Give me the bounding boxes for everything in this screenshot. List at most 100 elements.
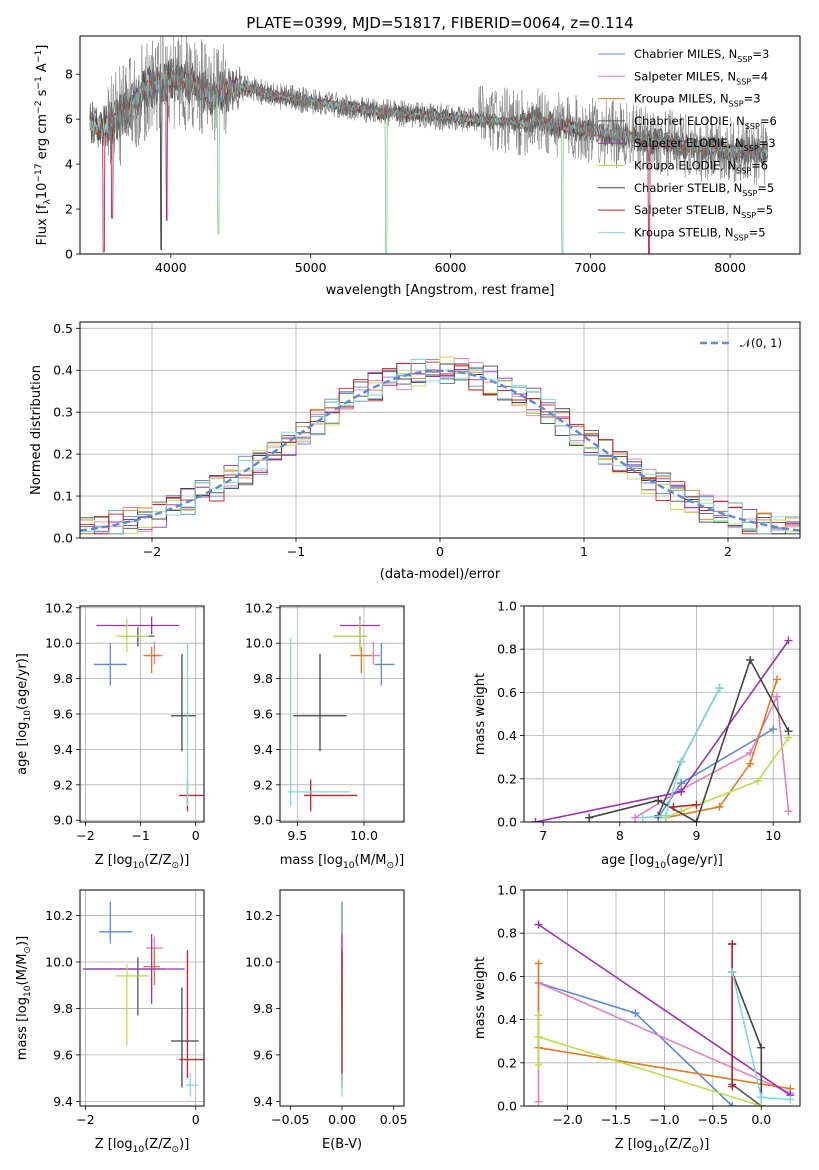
y-tick-label: 9.2	[53, 777, 73, 792]
legend-label: Chabrier STELIB, NSSP=5	[634, 181, 774, 198]
y-tick-label: 0.2	[497, 1055, 517, 1070]
x-axis-label: (data-model)/error	[380, 567, 501, 582]
x-tick-label: −0.5	[698, 1112, 728, 1127]
legend-label: Kroupa STELIB, NSSP=5	[634, 225, 766, 242]
spectrum-lines	[89, 36, 768, 254]
y-axis-label: Normed distribution	[29, 365, 44, 495]
y-tick-label: 10.2	[245, 600, 273, 615]
y-tick-label: 9.8	[253, 1001, 273, 1016]
y-tick-label: 9.6	[53, 707, 73, 722]
weight-line	[642, 687, 721, 819]
weight-marker	[654, 796, 663, 805]
weight-line	[538, 923, 791, 1096]
y-tick-label: 0.1	[53, 489, 73, 504]
axes-frame	[79, 889, 205, 1107]
x-tick-label: 10	[765, 828, 781, 843]
weight-marker	[728, 968, 737, 977]
x-tick-label: −2	[143, 544, 161, 559]
y-tick-label: 9.4	[53, 1094, 73, 1109]
x-tick-label: −2.0	[552, 1112, 582, 1127]
axes-frame	[523, 605, 801, 823]
x-tick-label: 0	[192, 1112, 200, 1127]
legend-label: Chabrier MILES, NSSP=3	[634, 47, 769, 64]
figure-title: PLATE=0399, MJD=51817, FIBERID=0064, z=0…	[246, 14, 633, 32]
y-tick-label: 10.2	[245, 908, 273, 923]
weight-marker	[784, 727, 793, 736]
weight-marker	[757, 1093, 766, 1102]
weight-marker	[784, 807, 793, 816]
x-axis-label: Z [log10(Z/Z⊙)]	[615, 1137, 710, 1155]
x-tick-label: −1	[131, 828, 149, 843]
weight-line	[535, 640, 790, 822]
weight-marker	[531, 818, 540, 822]
weight-lines	[531, 636, 793, 822]
weight-marker	[585, 813, 594, 822]
weight-marker	[773, 692, 781, 701]
axes-frame	[79, 321, 801, 539]
y-tick-label: 10.0	[245, 636, 273, 651]
x-tick-label: 2	[724, 544, 732, 559]
y-tick-label: 9.6	[253, 1047, 273, 1062]
x-tick-label: 9.5	[287, 828, 307, 843]
y-tick-label: 2	[65, 202, 73, 217]
weight-marker	[769, 725, 778, 734]
y-tick-label: 0.5	[53, 321, 73, 336]
y-tick-label: 4	[65, 157, 73, 172]
axes-frame	[279, 889, 405, 1107]
weight-marker	[534, 1032, 543, 1041]
legend-label: Salpeter MILES, NSSP=4	[634, 69, 768, 86]
weight-marker	[631, 813, 640, 822]
x-tick-label: 6000	[435, 260, 467, 275]
legend: Chabrier MILES, NSSP=3 Salpeter MILES, NS…	[598, 47, 777, 242]
y-tick-label: 10.2	[45, 908, 73, 923]
weight-line	[665, 679, 778, 819]
x-tick-label: 0.00	[328, 1112, 356, 1127]
y-tick-label: 6	[65, 112, 73, 127]
weight-marker	[746, 656, 755, 664]
y-tick-label: 9.4	[253, 1094, 273, 1109]
axes-frame	[523, 889, 801, 1107]
y-tick-label: 0.2	[497, 771, 517, 786]
y-tick-label: 0.6	[497, 685, 517, 700]
weight-marker	[534, 959, 543, 968]
x-tick-label: 0	[192, 828, 200, 843]
weight-marker	[728, 1102, 737, 1106]
x-tick-label: 7000	[574, 260, 606, 275]
x-axis-label: E(B-V)	[322, 1137, 362, 1152]
y-tick-label: 8	[65, 67, 73, 82]
weight-marker	[715, 684, 724, 693]
x-tick-label: 10.0	[350, 828, 378, 843]
y-tick-label: 10.2	[45, 600, 73, 615]
weight-marker	[786, 1095, 795, 1104]
legend-label: 𝒩(0, 1)	[740, 336, 782, 350]
y-tick-label: 10.0	[245, 955, 273, 970]
y-tick-label: 0.2	[53, 447, 73, 462]
weight-marker	[534, 1097, 543, 1106]
y-tick-label: 0.0	[497, 815, 517, 830]
weight-line	[537, 1015, 762, 1106]
weight-marker	[784, 636, 793, 645]
weight-lines	[534, 920, 795, 1106]
weight-marker	[669, 802, 678, 811]
x-tick-label: 5000	[295, 260, 327, 275]
x-tick-label: 8000	[714, 260, 746, 275]
y-axis-label: mass [log10(M/M⊙)]	[15, 936, 33, 1060]
legend-label: Kroupa MILES, NSSP=3	[634, 92, 761, 109]
histogram-step	[80, 359, 800, 535]
x-tick-label: 0.0	[751, 1112, 771, 1127]
mass_vs_Z-panel: −2 0 9.4 9.6 9.8 10.0 10.2 Z [log10(Z/Z⊙)] mass …	[15, 889, 205, 1155]
histogram-step	[80, 356, 800, 535]
legend-label: Salpeter ELODIE, NSSP=3	[634, 136, 776, 153]
age_vs_Z-panel: −2 −1 0 9.0 9.2 9.4 9.6 9.8 10.0 10.2 Z [log10(Z/Z…	[15, 600, 205, 871]
y-tick-label: 9.8	[53, 1001, 73, 1016]
weight-marker	[677, 787, 686, 796]
y-tick-label: 0.4	[53, 363, 73, 378]
weight-marker	[692, 818, 701, 822]
axes-frame	[279, 605, 405, 823]
y-tick-label: 9.4	[53, 742, 73, 757]
x-axis-label: Z [log10(Z/Z⊙)]	[95, 853, 190, 871]
weight-marker	[715, 802, 724, 811]
y-tick-label: 0.6	[497, 969, 517, 984]
weight-marker	[757, 1102, 766, 1106]
